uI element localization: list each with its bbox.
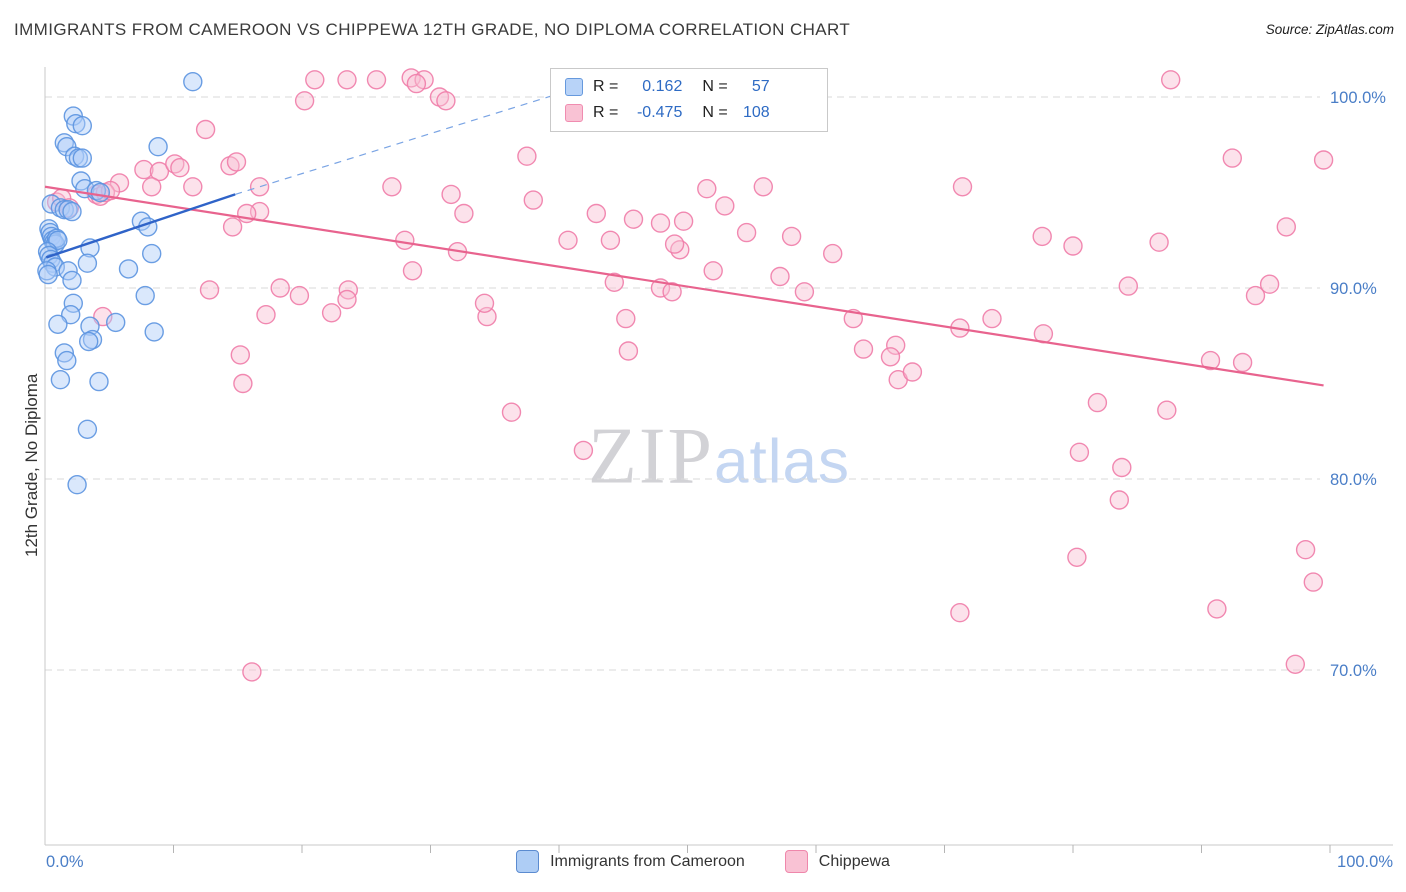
legend-item-cameroon: Immigrants from Cameroon	[516, 850, 745, 873]
legend-item-chippewa: Chippewa	[784, 850, 890, 873]
correlation-row-chippewa: R = -0.475 N = 108	[565, 104, 815, 122]
r-label: R =	[593, 78, 619, 95]
gridlines: 100.0% 90.0% 80.0% 70.0%	[45, 89, 1386, 680]
y-tick-label: 100.0%	[1330, 89, 1386, 107]
n-label: N =	[702, 104, 728, 121]
bottom-legend: Immigrants from Cameroon Chippewa	[0, 850, 1406, 873]
chippewa-legend-swatch-icon	[784, 850, 808, 873]
n-value: 57	[751, 78, 770, 95]
chippewa-trendline	[44, 185, 1324, 387]
correlation-row-cameroon: R = 0.162 N = 57	[565, 78, 815, 96]
y-tick-label: 90.0%	[1330, 280, 1377, 298]
r-value: -0.475	[636, 104, 683, 121]
legend-label-chippewa: Chippewa	[818, 852, 890, 870]
chippewa-swatch-icon	[565, 104, 583, 122]
r-value: 0.162	[642, 78, 683, 95]
y-tick-label: 70.0%	[1330, 662, 1377, 680]
correlation-legend-box: R = 0.162 N = 57 R = -0.475 N = 108	[550, 68, 828, 132]
x-axis-left-label: 0.0%	[46, 853, 84, 871]
cameroon-points	[37, 71, 203, 495]
chart-title: IMMIGRANTS FROM CAMEROON VS CHIPPEWA 12T…	[14, 20, 851, 39]
x-axis-right-label: 100.0%	[1337, 853, 1393, 871]
cameroon-legend-swatch-icon	[516, 850, 540, 873]
y-tick-label: 80.0%	[1330, 471, 1377, 489]
n-label: N =	[702, 78, 728, 95]
source-label: Source: ZipAtlas.com	[1265, 22, 1394, 37]
axes	[44, 67, 1393, 853]
n-value: 108	[742, 104, 770, 121]
chippewa-points	[46, 68, 1334, 682]
cameroon-swatch-icon	[565, 78, 583, 96]
cameroon-trendline	[45, 193, 236, 259]
legend-label-cameroon: Immigrants from Cameroon	[550, 852, 745, 870]
cameroon-trendline-extension	[235, 92, 561, 195]
r-label: R =	[593, 104, 619, 121]
